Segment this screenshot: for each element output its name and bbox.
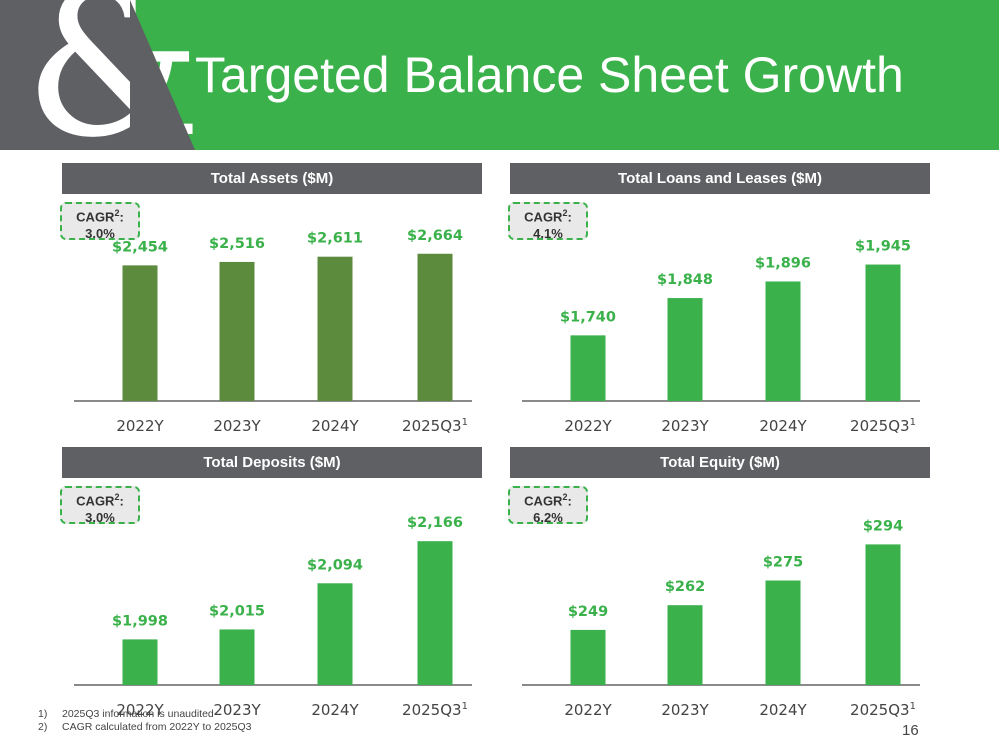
chart-title: Total Equity ($M) bbox=[510, 447, 930, 478]
footnote-marker: 1 bbox=[462, 701, 468, 712]
x-tick-label: 2025Q31 bbox=[402, 417, 468, 435]
footnote-number: 1) bbox=[38, 708, 48, 720]
bar bbox=[122, 265, 158, 401]
bar bbox=[667, 298, 703, 401]
x-tick-label: 2022Y bbox=[564, 417, 612, 435]
cagr-badge: CAGR2: 6.2% bbox=[508, 486, 588, 526]
bar-chart-total-equity: $249 2022Y $262 2023Y $275 2024Y $294 2025Q31 bbox=[522, 518, 920, 719]
cagr-value: 6.2% bbox=[533, 510, 563, 526]
x-tick-label: 2023Y bbox=[661, 701, 709, 719]
bar-chart-total-loans-leases: $1,740 2022Y $1,848 2023Y $1,896 2024Y $1,945 2… bbox=[522, 239, 920, 435]
logo: & bbox=[0, 0, 202, 166]
cagr-label: CAGR bbox=[76, 209, 115, 225]
data-label: $1,848 bbox=[657, 272, 713, 288]
cagr-label: CAGR bbox=[524, 493, 563, 509]
cagr-footnote-marker: 2 bbox=[114, 208, 120, 218]
cagr-badge: CAGR2: 4.1% bbox=[508, 202, 588, 242]
x-tick-label: 2024Y bbox=[759, 417, 807, 435]
data-label: $2,664 bbox=[407, 228, 463, 244]
page-number: 16 bbox=[902, 722, 919, 739]
chart-title: Total Deposits ($M) bbox=[62, 447, 482, 478]
bar bbox=[570, 335, 606, 401]
bar bbox=[122, 639, 158, 685]
cagr-badge: CAGR2: 3.0% bbox=[60, 202, 140, 242]
cagr-footnote-marker: 2 bbox=[562, 208, 568, 218]
x-tick-label: 2022Y bbox=[116, 701, 164, 719]
data-label: $2,454 bbox=[112, 239, 168, 255]
data-label: $1,896 bbox=[755, 255, 811, 271]
footnote: 1) 2025Q3 information is unaudited bbox=[38, 708, 252, 721]
footnote-marker: 1 bbox=[910, 417, 916, 428]
bar bbox=[865, 264, 901, 401]
bar bbox=[417, 541, 453, 685]
bar bbox=[317, 256, 353, 401]
data-label: $249 bbox=[568, 604, 608, 620]
cagr-value: 3.0% bbox=[85, 226, 115, 242]
footnote: 2) CAGR calculated from 2022Y to 2025Q3 bbox=[38, 721, 252, 734]
data-label: $262 bbox=[665, 579, 705, 595]
cagr-badge: CAGR2: 3.0% bbox=[60, 486, 140, 526]
bar bbox=[765, 281, 801, 401]
bar bbox=[417, 253, 453, 401]
data-label: $294 bbox=[863, 518, 903, 534]
data-label: $2,094 bbox=[307, 557, 363, 573]
x-tick-label: 2025Q31 bbox=[850, 417, 916, 435]
x-tick-label: 2025Q31 bbox=[402, 701, 468, 719]
bar bbox=[570, 629, 606, 685]
chart-panel-total-equity: Total Equity ($M) CAGR2: 6.2% $249 2022Y $… bbox=[508, 447, 930, 719]
data-label: $1,740 bbox=[560, 309, 616, 325]
bar bbox=[865, 544, 901, 685]
bar bbox=[317, 583, 353, 685]
data-label: $2,166 bbox=[407, 515, 463, 531]
x-tick-label: 2023Y bbox=[213, 701, 261, 719]
cagr-value: 3.0% bbox=[85, 510, 115, 526]
bar bbox=[219, 629, 255, 685]
x-tick-label: 2024Y bbox=[759, 701, 807, 719]
data-label: $2,516 bbox=[209, 236, 265, 252]
chart-title: Total Loans and Leases ($M) bbox=[510, 163, 930, 194]
x-tick-label: 2025Q31 bbox=[850, 701, 916, 719]
footnote-marker: 1 bbox=[462, 417, 468, 428]
x-tick-label: 2023Y bbox=[661, 417, 709, 435]
footnote-number: 2) bbox=[38, 721, 48, 733]
cagr-value: 4.1% bbox=[533, 226, 563, 242]
data-label: $1,945 bbox=[855, 239, 911, 255]
x-tick-label: 2024Y bbox=[311, 701, 359, 719]
x-tick-label: 2022Y bbox=[116, 417, 164, 435]
title-banner: & Targeted Balance Sheet Growth bbox=[0, 0, 999, 166]
x-tick-label: 2023Y bbox=[213, 417, 261, 435]
x-tick-label: 2022Y bbox=[564, 701, 612, 719]
footnote-text: CAGR calculated from 2022Y to 2025Q3 bbox=[62, 721, 252, 733]
bar bbox=[219, 261, 255, 401]
bar-chart-total-assets: $2,454 2022Y $2,516 2023Y $2,611 2024Y $2,664 2… bbox=[74, 228, 472, 435]
cagr-label: CAGR bbox=[524, 209, 563, 225]
bar bbox=[765, 580, 801, 685]
logo-wedge bbox=[130, 0, 195, 150]
page-title: Targeted Balance Sheet Growth bbox=[195, 47, 904, 103]
data-label: $1,998 bbox=[112, 613, 168, 629]
footnote-marker: 1 bbox=[910, 701, 916, 712]
chart-title: Total Assets ($M) bbox=[62, 163, 482, 194]
data-label: $2,015 bbox=[209, 603, 265, 619]
chart-panel-total-assets: Total Assets ($M) CAGR2: 3.0% $2,454 2022… bbox=[60, 163, 482, 435]
bar bbox=[667, 605, 703, 685]
cagr-footnote-marker: 2 bbox=[562, 492, 568, 502]
data-label: $2,611 bbox=[307, 231, 363, 247]
data-label: $275 bbox=[763, 555, 803, 571]
footnote-text: 2025Q3 information is unaudited bbox=[62, 708, 214, 720]
chart-panel-total-deposits: Total Deposits ($M) CAGR2: 3.0% $1,998 20… bbox=[60, 447, 482, 719]
bar-chart-total-deposits: $1,998 2022Y $2,015 2023Y $2,094 2024Y $2,166 2… bbox=[74, 515, 472, 719]
footnotes: 1) 2025Q3 information is unaudited 2) CAGR… bbox=[38, 708, 252, 734]
x-tick-label: 2024Y bbox=[311, 417, 359, 435]
chart-panel-total-loans-leases: Total Loans and Leases ($M) CAGR2: 4.1% … bbox=[508, 163, 930, 435]
cagr-footnote-marker: 2 bbox=[114, 492, 120, 502]
cagr-label: CAGR bbox=[76, 493, 115, 509]
